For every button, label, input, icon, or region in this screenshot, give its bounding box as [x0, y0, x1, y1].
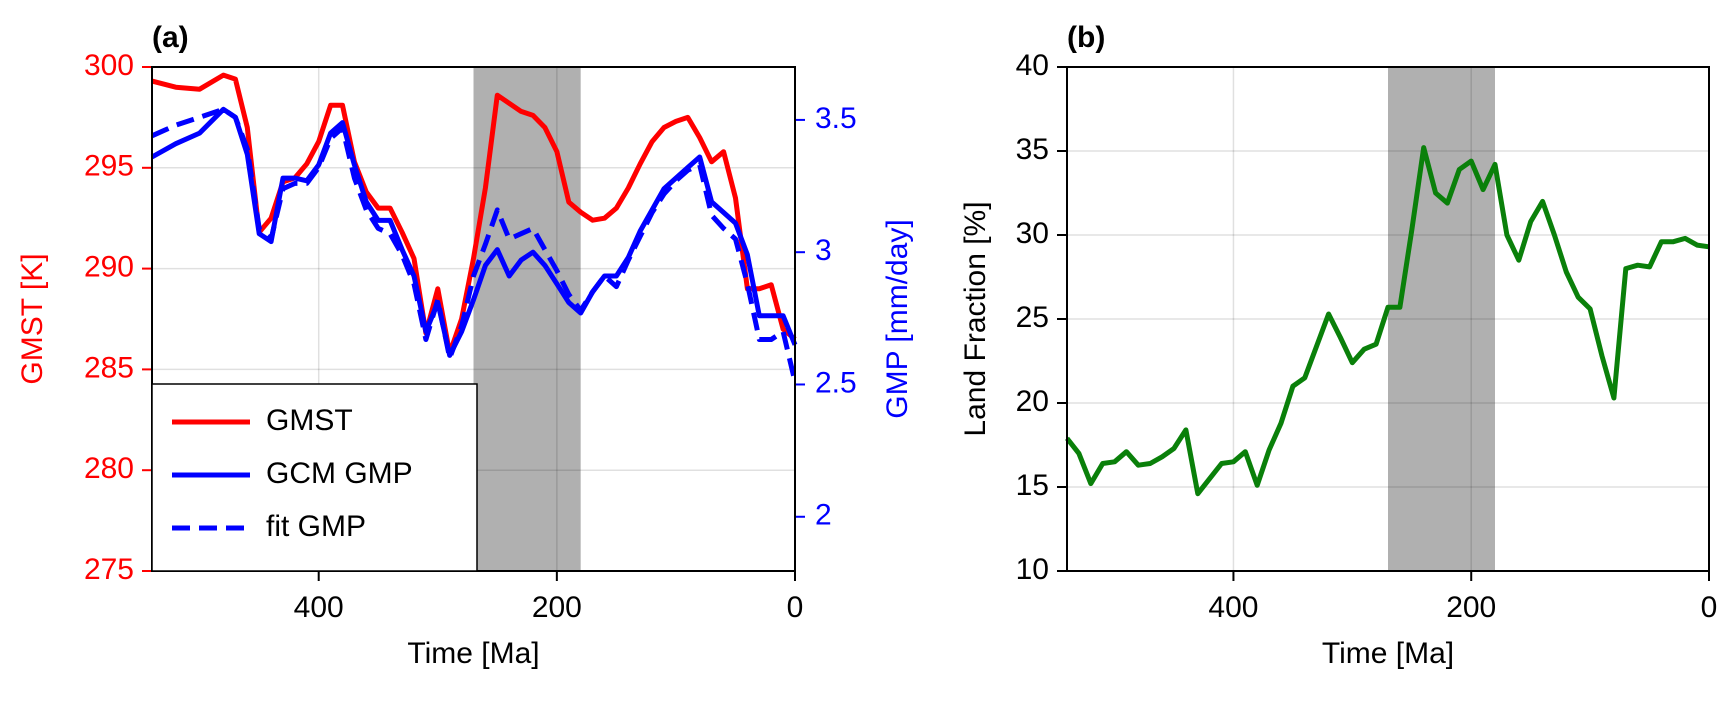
shaded-interval	[1388, 67, 1495, 571]
y-tick-label: 290	[84, 251, 134, 284]
x-axis-label: Time [Ma]	[1322, 637, 1454, 670]
y-tick-label: 40	[1016, 49, 1049, 82]
y-tick-label: 25	[1016, 301, 1049, 334]
x-tick-label: 200	[532, 591, 582, 624]
y-axis-label: Land Fraction [%]	[959, 201, 992, 436]
legend-label: GMST	[266, 404, 353, 437]
x-tick-label: 0	[1701, 591, 1718, 624]
y2-tick-label: 2.5	[815, 366, 857, 399]
y-tick-label: 300	[84, 49, 134, 82]
y2-tick-label: 3	[815, 234, 832, 267]
y-tick-label: 30	[1016, 217, 1049, 250]
y2-tick-label: 3.5	[815, 102, 857, 135]
plot-frame	[1066, 66, 1710, 572]
legend-label: fit GMP	[266, 510, 366, 543]
y-tick-label: 285	[84, 351, 134, 384]
panel-title: (b)	[1067, 21, 1105, 54]
y-tick-label: 275	[84, 553, 134, 586]
x-tick-label: 400	[294, 591, 344, 624]
y-tick-label: 20	[1016, 385, 1049, 418]
data-line	[150, 106, 798, 383]
y-tick-label: 15	[1016, 469, 1049, 502]
data-line	[1065, 145, 1710, 497]
y-tick-label: 10	[1016, 553, 1049, 586]
x-tick-label: 400	[1208, 591, 1258, 624]
y-tick-label: 35	[1016, 133, 1049, 166]
x-tick-label: 0	[787, 591, 804, 624]
y-axis-label: GMST [K]	[16, 253, 49, 384]
x-axis-label: Time [Ma]	[407, 637, 539, 670]
y2-axis-label: GMP [mm/day]	[881, 219, 914, 418]
legend: GMST GCM GMP fit GMP	[151, 383, 478, 572]
x-tick-label: 200	[1446, 591, 1496, 624]
y-tick-label: 295	[84, 150, 134, 183]
data-line	[150, 106, 798, 358]
y2-tick-label: 2	[815, 499, 832, 532]
y-tick-label: 280	[84, 452, 134, 485]
legend-label: GCM GMP	[266, 457, 413, 490]
panel-title: (a)	[152, 21, 189, 54]
